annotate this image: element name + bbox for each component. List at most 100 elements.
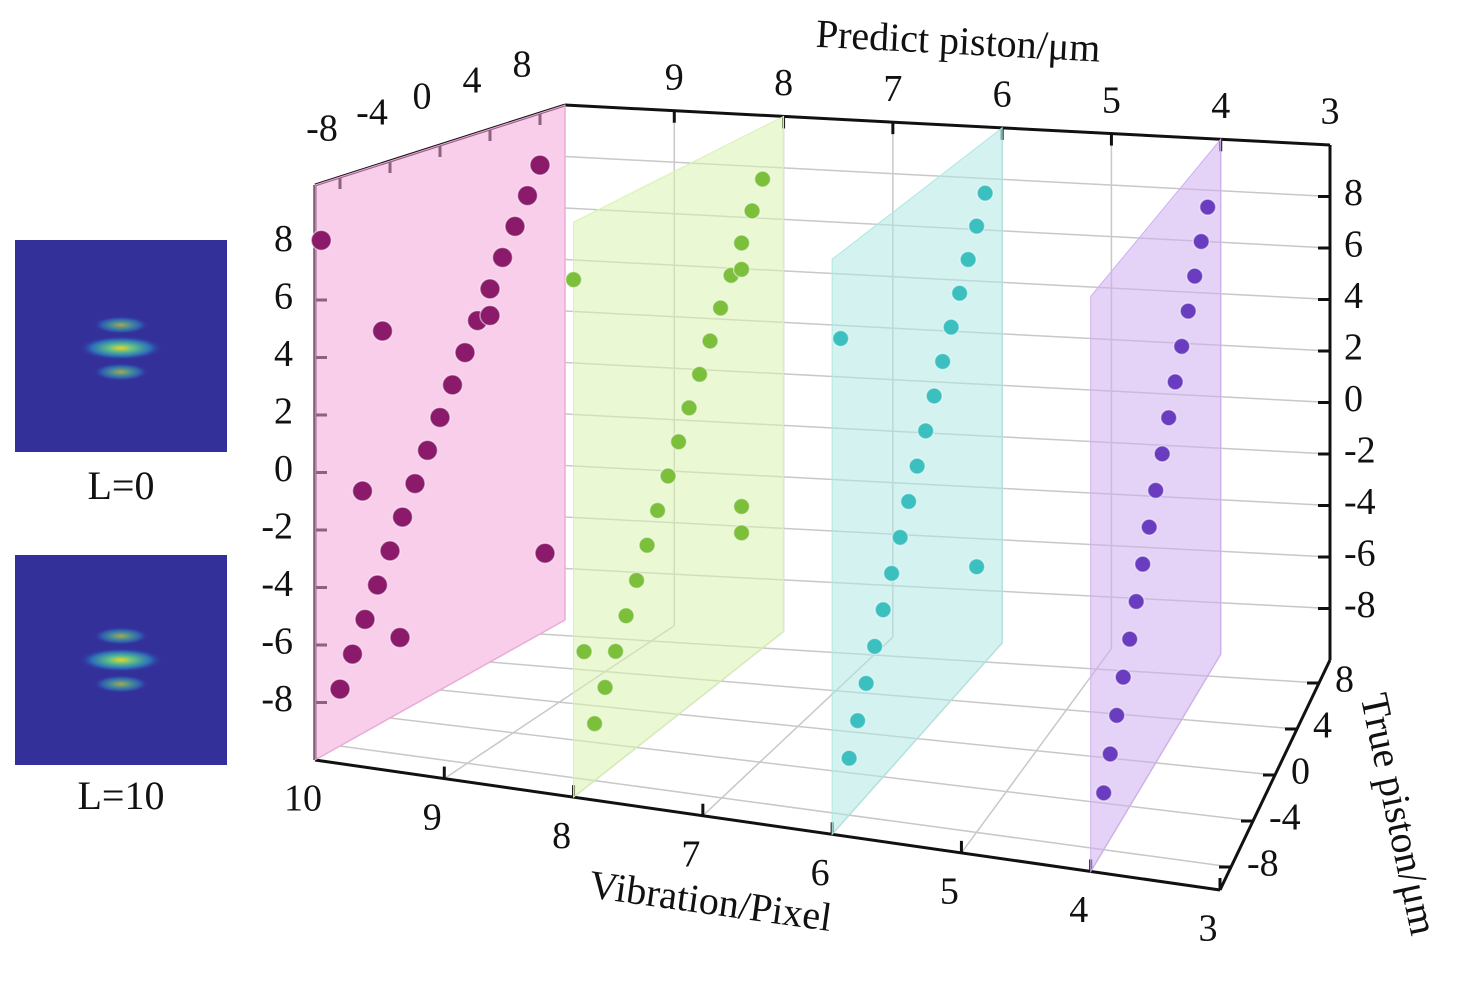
x-tick-label: 5 (940, 871, 959, 913)
point (732, 260, 751, 279)
point (1107, 706, 1126, 725)
x-tick-label: 3 (1199, 908, 1218, 950)
point (534, 542, 556, 564)
point (491, 246, 514, 269)
point (404, 472, 426, 495)
point (371, 320, 394, 342)
point (950, 284, 969, 302)
point (753, 170, 772, 188)
point (701, 332, 719, 350)
point (1166, 373, 1184, 391)
point (1153, 445, 1171, 463)
point (1185, 267, 1204, 285)
point (1101, 745, 1119, 763)
point (596, 678, 614, 697)
point (441, 374, 464, 396)
fringe (79, 336, 163, 360)
point (899, 492, 918, 511)
point (1120, 630, 1139, 648)
x-tick-label: 7 (681, 833, 700, 875)
fringe (79, 648, 163, 672)
point (732, 497, 751, 516)
point (354, 608, 376, 631)
inset-1: L=10 (15, 555, 227, 818)
x-tick-label-top: 7 (883, 68, 902, 110)
z-tick-label: 0 (274, 448, 293, 490)
fringe (93, 627, 149, 645)
plane (831, 126, 1003, 836)
inset-label: L=0 (88, 463, 155, 508)
x-axis-title: Vibration/Pixel (587, 861, 835, 940)
y-tick-label: 8 (1335, 659, 1354, 701)
axis-line (314, 758, 1221, 892)
point (1198, 198, 1217, 216)
fringe (93, 675, 149, 693)
point (416, 439, 439, 462)
z-tick-label-right: -6 (1344, 533, 1376, 575)
y-tick-label: -4 (1269, 797, 1301, 839)
z-tick-label-right: -4 (1344, 481, 1376, 523)
point (564, 270, 583, 289)
point (1172, 337, 1191, 356)
y-tick-label-top: 4 (463, 60, 482, 102)
point (585, 714, 604, 733)
point (916, 422, 935, 440)
point (882, 564, 901, 583)
z-tick-label-right: 0 (1344, 378, 1363, 420)
plane (1090, 137, 1222, 874)
point (908, 457, 926, 475)
point (341, 643, 364, 665)
fringe (93, 363, 149, 381)
x-tick-label: 6 (811, 852, 830, 894)
z-tick-label-right: 4 (1344, 275, 1363, 317)
z-tick-label-right: 2 (1344, 327, 1363, 369)
data (310, 104, 1222, 874)
point (743, 202, 761, 220)
point (711, 299, 730, 317)
point (942, 318, 960, 336)
z-tick-label: -4 (261, 563, 293, 605)
point (732, 524, 751, 542)
y-axis-title: True piston/μm (1352, 689, 1447, 939)
plane (573, 115, 785, 799)
point (310, 229, 332, 252)
y-tick-label-top: 0 (413, 76, 432, 118)
plane (314, 104, 566, 761)
x-tick-label-top: 4 (1211, 85, 1230, 127)
point (1179, 302, 1197, 320)
z-tick-label: -6 (261, 621, 293, 663)
point (1192, 232, 1210, 251)
fringe (93, 316, 149, 334)
inset-0: L=0 (15, 240, 227, 508)
point (391, 506, 414, 528)
grid-line (339, 745, 1232, 868)
point (1127, 592, 1145, 611)
point (1114, 668, 1132, 686)
point (933, 352, 952, 371)
point (606, 642, 625, 661)
point (479, 304, 501, 327)
y-tick-label: -8 (1247, 843, 1279, 885)
point (1159, 408, 1178, 427)
point (891, 528, 909, 547)
point (617, 606, 635, 625)
point (379, 540, 401, 562)
point (366, 574, 389, 596)
point (669, 433, 688, 451)
z-tick-label: 2 (274, 391, 293, 433)
point (638, 536, 656, 554)
point (680, 399, 698, 417)
x-tick-label: 8 (552, 815, 571, 857)
point (1140, 518, 1158, 536)
x-tick-label-top: 9 (665, 56, 684, 98)
z-tick-label-right: -8 (1344, 584, 1376, 626)
y-tick-label-top: 8 (513, 44, 532, 86)
z-tick-label: -8 (261, 678, 293, 720)
z-tick-label-right: 6 (1344, 224, 1363, 266)
point (1133, 555, 1152, 573)
x-tick-label-top: 3 (1321, 91, 1340, 133)
point (329, 678, 351, 700)
y-tick-label-top: -8 (306, 108, 338, 150)
point (925, 387, 943, 405)
